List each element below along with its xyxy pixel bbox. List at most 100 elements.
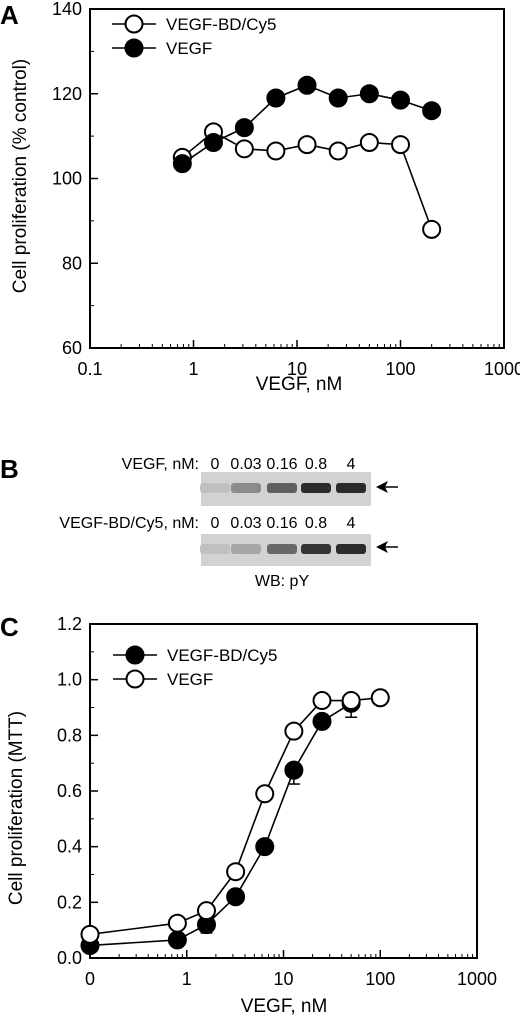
plot-frame [89, 8, 505, 349]
data-point [297, 135, 317, 155]
panel-c-plot: 0 1 10 100 1000 0.0 0.2 0.4 0.6 0.8 1.0 1.2 VEGF-BD/… [57, 614, 497, 989]
blot-band [336, 544, 366, 554]
blot-band [267, 483, 297, 493]
x-tick-label: 1 [188, 359, 198, 379]
data-point [370, 688, 390, 708]
y-tick-label: 80 [62, 253, 82, 273]
blot-band [301, 483, 331, 493]
data-point [312, 711, 332, 731]
data-point [196, 901, 216, 921]
y-tick-label: 0.2 [57, 892, 82, 912]
x-tick-label: 100 [385, 359, 415, 379]
legend-label: VEGF [166, 39, 212, 58]
panel-c: C 0 1 10 100 1000 0.0 0.2 0.4 0.6 0.8 1.0 1.2 VEGF-B… [0, 612, 497, 1017]
data-point [80, 924, 100, 944]
data-point [328, 88, 348, 108]
data-point [234, 118, 254, 138]
concentration-label: 0 [211, 456, 220, 473]
panel-a-letter: A [0, 0, 19, 30]
y-tick-label: 0.4 [57, 837, 82, 857]
legend-marker [125, 645, 145, 665]
blot-row1-concentrations: 0 0.03 0.16 0.8 4 [211, 456, 356, 473]
data-point [266, 141, 286, 161]
x-tick-label: 1000 [484, 359, 520, 379]
concentration-label: 0.8 [305, 456, 327, 473]
blot-band [200, 483, 230, 493]
panel-c-letter: C [0, 612, 19, 642]
legend-label: VEGF-BD/Cy5 [166, 15, 277, 34]
legend-label: VEGF [167, 670, 213, 689]
y-tick-label: 100 [52, 169, 82, 189]
concentration-label: 4 [347, 515, 356, 532]
concentration-label: 0.03 [230, 456, 261, 473]
y-tick-label: 0.6 [57, 781, 82, 801]
data-point [284, 721, 304, 741]
panel-a-plot: 0.1 1 10 100 1000 60 80 100 120 140 VEGF-BD/Cy5 VEG… [52, 0, 520, 379]
panel-a-xlabel: VEGF, nM [256, 374, 343, 395]
y-tick-label: 1.0 [57, 670, 82, 690]
data-point [172, 154, 192, 174]
data-point [203, 132, 223, 152]
panel-c-xlabel: VEGF, nM [241, 996, 328, 1017]
data-point [167, 913, 187, 933]
data-point [284, 760, 304, 780]
data-point [255, 837, 275, 857]
plot-frame [89, 623, 478, 959]
data-point [328, 141, 348, 161]
data-point [297, 75, 317, 95]
data-point [255, 784, 275, 804]
concentration-label: 0 [211, 515, 220, 532]
panel-b: B VEGF, nM: VEGF-BD/Cy5, nM: 0 0.03 0.16 0.… [0, 454, 398, 590]
y-tick-label: 60 [62, 338, 82, 358]
blot-row2-label: VEGF-BD/Cy5, nM: [59, 515, 199, 532]
panel-b-letter: B [0, 454, 19, 484]
x-tick-label: 100 [365, 969, 395, 989]
data-point [226, 862, 246, 882]
blot-band [267, 544, 297, 554]
data-point [266, 88, 286, 108]
data-point [312, 691, 332, 711]
concentration-label: 0.16 [266, 515, 297, 532]
data-point [226, 887, 246, 907]
blot-band [231, 483, 261, 493]
legend-marker [125, 669, 145, 689]
panel-a-ylabel: Cell proliferation (% control) [10, 59, 31, 293]
data-point [341, 691, 361, 711]
data-point [359, 132, 379, 152]
x-tick-label: 0 [85, 969, 95, 989]
x-tick-label: 1000 [457, 969, 497, 989]
data-point [422, 219, 442, 239]
blot-arrow-1 [376, 481, 398, 493]
panel-a: A 0.1 1 10 100 1000 60 80 100 120 140 VEGF-BD/Cy5 V… [0, 0, 520, 395]
concentration-label: 4 [347, 456, 356, 473]
blot-band [336, 483, 366, 493]
x-tick-label: 0.1 [77, 359, 102, 379]
legend-marker [124, 38, 144, 58]
data-point [167, 930, 187, 950]
blot-bands-row2 [200, 544, 366, 554]
concentration-label: 0.03 [230, 515, 261, 532]
legend-marker [124, 14, 144, 34]
y-tick-label: 0.0 [57, 948, 82, 968]
series-line-0 [89, 702, 352, 947]
blot-band [200, 544, 230, 554]
x-tick-label: 10 [287, 359, 307, 379]
y-tick-label: 140 [52, 0, 82, 19]
x-tick-label: 1 [182, 969, 192, 989]
blot-band [231, 544, 261, 554]
data-point [234, 139, 254, 159]
blot-band [301, 544, 331, 554]
data-point [391, 90, 410, 110]
blot-bands-row1 [200, 483, 366, 493]
x-tick-label: 10 [273, 969, 293, 989]
blot-arrow-2 [376, 541, 398, 553]
concentration-label: 0.8 [305, 515, 327, 532]
legend-label: VEGF-BD/Cy5 [167, 646, 278, 665]
blot-row2-concentrations: 0 0.03 0.16 0.8 4 [211, 515, 356, 532]
panel-c-ylabel: Cell proliferation (MTT) [6, 711, 27, 905]
y-tick-label: 120 [52, 84, 82, 104]
data-point [359, 84, 379, 104]
y-tick-label: 0.8 [57, 725, 82, 745]
blot-footer: WB: pY [255, 573, 310, 590]
